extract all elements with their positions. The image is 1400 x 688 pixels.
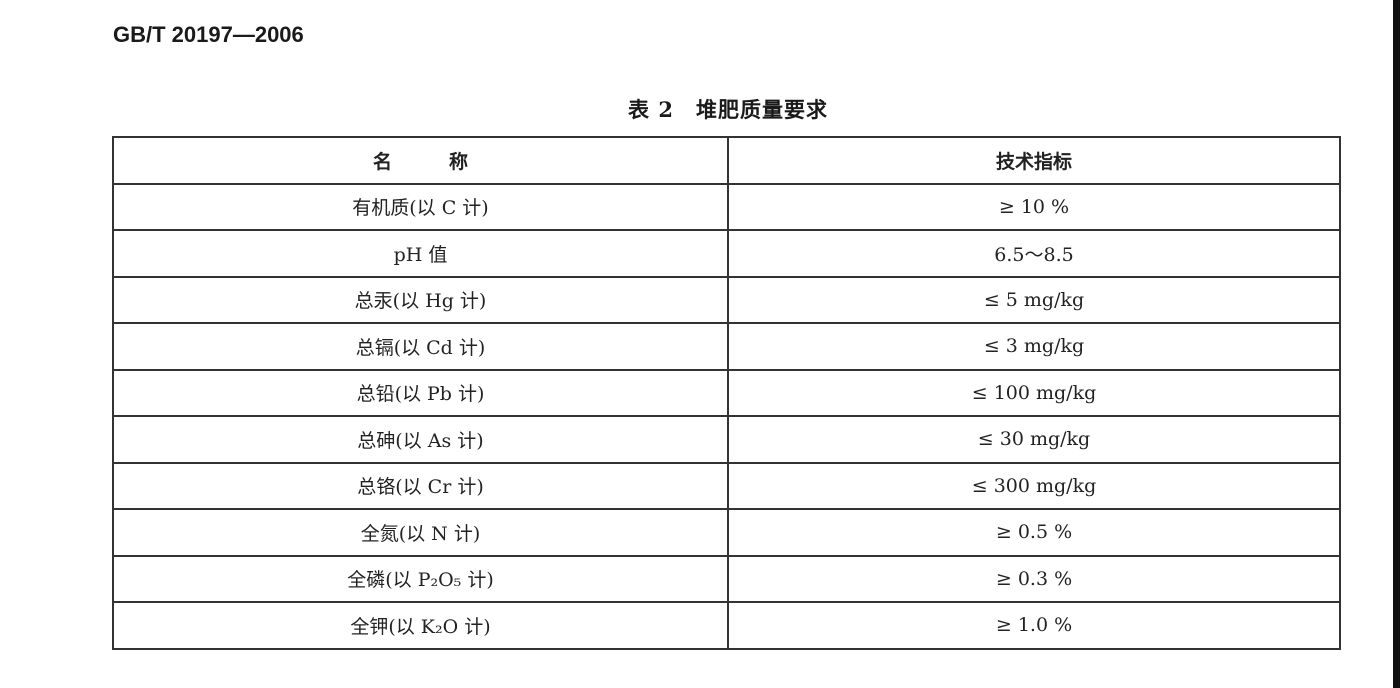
table-row: 全磷(以 P₂O₅ 计) ≥ 0.3 % xyxy=(112,554,1341,603)
scan-edge xyxy=(1393,0,1400,688)
table-row: 全氮(以 N 计) ≥ 0.5 % xyxy=(112,508,1341,557)
item-spec: ≤ 30 mg/kg xyxy=(727,415,1341,464)
compost-quality-table: 名 称 技术指标 有机质(以 C 计) ≥ 10 % pH 值 6.5～8.5 总汞(以… xyxy=(112,136,1341,650)
table-title: 表 2 堆肥质量要求 xyxy=(628,97,828,122)
item-spec: ≥ 1.0 % xyxy=(727,601,1341,650)
item-name: 全钾(以 K₂O 计) xyxy=(112,601,729,650)
table-row: 总砷(以 As 计) ≤ 30 mg/kg xyxy=(112,415,1341,464)
table-row: 全钾(以 K₂O 计) ≥ 1.0 % xyxy=(112,601,1341,650)
item-spec: ≥ 0.5 % xyxy=(727,508,1341,557)
item-name: 总镉(以 Cd 计) xyxy=(112,322,729,371)
table-row: 总铅(以 Pb 计) ≤ 100 mg/kg xyxy=(112,368,1341,417)
table-row: 总镉(以 Cd 计) ≤ 3 mg/kg xyxy=(112,322,1341,371)
item-name: 全氮(以 N 计) xyxy=(112,508,729,557)
item-spec: 6.5～8.5 xyxy=(727,229,1341,278)
item-name: 总铅(以 Pb 计) xyxy=(112,368,729,417)
item-spec: ≤ 300 mg/kg xyxy=(727,461,1341,510)
item-name: 总砷(以 As 计) xyxy=(112,415,729,464)
table-row: 总铬(以 Cr 计) ≤ 300 mg/kg xyxy=(112,461,1341,510)
column-header-spec: 技术指标 xyxy=(727,136,1341,185)
item-name: 总汞(以 Hg 计) xyxy=(112,275,729,324)
item-spec: ≥ 0.3 % xyxy=(727,554,1341,603)
column-header-name: 名 称 xyxy=(112,136,729,185)
item-spec: ≤ 100 mg/kg xyxy=(727,368,1341,417)
item-spec: ≤ 5 mg/kg xyxy=(727,275,1341,324)
table-header-row: 名 称 技术指标 xyxy=(112,136,1341,185)
item-name: 总铬(以 Cr 计) xyxy=(112,461,729,510)
item-name: 全磷(以 P₂O₅ 计) xyxy=(112,554,729,603)
item-name: pH 值 xyxy=(112,229,729,278)
table-row: pH 值 6.5～8.5 xyxy=(112,229,1341,278)
item-name: 有机质(以 C 计) xyxy=(112,182,729,231)
standard-number: GB/T 20197—2006 xyxy=(113,22,304,47)
table-row: 有机质(以 C 计) ≥ 10 % xyxy=(112,182,1341,231)
table-row: 总汞(以 Hg 计) ≤ 5 mg/kg xyxy=(112,275,1341,324)
item-spec: ≥ 10 % xyxy=(727,182,1341,231)
item-spec: ≤ 3 mg/kg xyxy=(727,322,1341,371)
